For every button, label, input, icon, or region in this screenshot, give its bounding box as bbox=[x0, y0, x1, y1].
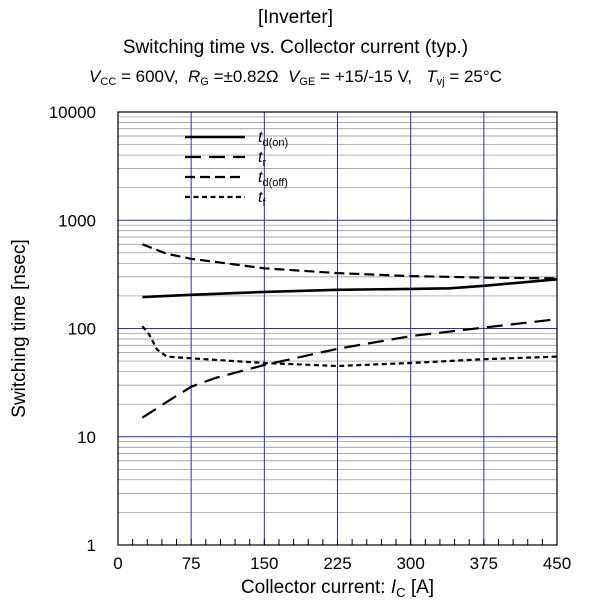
rg-subscript: G bbox=[200, 76, 209, 88]
series-line-r bbox=[141, 318, 558, 419]
vcc-symbol: V bbox=[89, 67, 101, 86]
legend-symbol: t bbox=[258, 149, 263, 166]
x-axis-label: Collector current: IC [A] bbox=[241, 577, 434, 600]
rg-value: =±0.82Ω bbox=[213, 67, 279, 86]
vge-symbol: V bbox=[288, 67, 300, 86]
legend-label: td(off) bbox=[258, 169, 288, 189]
y-tick-label: 1 bbox=[87, 536, 96, 555]
y-axis-ticks: 1 10 100 1000 10000 bbox=[49, 103, 96, 555]
legend-subscript: d(on) bbox=[262, 137, 288, 149]
chart-subtitle: Switching time vs. Collector current (ty… bbox=[122, 37, 469, 58]
y-tick-label: 10000 bbox=[49, 103, 96, 122]
legend-symbol: t bbox=[258, 129, 263, 146]
vge-value: = +15/-15 V, bbox=[320, 67, 413, 86]
x-axis-label-subscript: C bbox=[396, 585, 405, 600]
series-lines bbox=[141, 243, 558, 419]
x-axis-label-text: Collector current: bbox=[241, 577, 391, 598]
rg-symbol: R bbox=[187, 67, 201, 86]
x-tick-label: 0 bbox=[113, 554, 122, 573]
legend-subscript: d(off) bbox=[262, 177, 287, 189]
legend-subscript: f bbox=[262, 197, 266, 209]
vcc-value: = 600V, bbox=[121, 67, 179, 86]
series-line-don bbox=[142, 278, 558, 299]
vge-subscript: GE bbox=[299, 76, 316, 88]
x-tick-label: 375 bbox=[470, 554, 498, 573]
x-tick-label: 300 bbox=[396, 554, 424, 573]
x-axis-ticks: 0 75 150 225 300 375 450 bbox=[113, 539, 571, 573]
tvj-value: = 25°C bbox=[449, 67, 502, 86]
vcc-subscript: CC bbox=[100, 76, 117, 88]
chart-title: [Inverter] bbox=[258, 7, 333, 28]
x-tick-label: 75 bbox=[182, 554, 201, 573]
legend-symbol: t bbox=[258, 169, 263, 186]
legend-label: tr bbox=[258, 149, 266, 169]
y-tick-label: 100 bbox=[68, 320, 96, 339]
test-conditions: VCC = 600V, RG =±0.82Ω VGE = +15/-15 V, … bbox=[0, 67, 591, 92]
x-tick-label: 225 bbox=[323, 554, 351, 573]
series-line-doff bbox=[142, 243, 558, 280]
legend-subscript: r bbox=[262, 157, 266, 169]
legend-label: tf bbox=[258, 189, 266, 209]
x-tick-label: 150 bbox=[250, 554, 278, 573]
tvj-subscript: vj bbox=[436, 76, 445, 88]
x-axis-label-symbol: I bbox=[391, 577, 397, 598]
x-tick-label: 450 bbox=[543, 554, 571, 573]
grid bbox=[117, 111, 558, 546]
y-tick-label: 1000 bbox=[58, 211, 96, 230]
legend-symbol: t bbox=[258, 189, 263, 206]
y-axis-label: Switching time [nsec] bbox=[9, 239, 30, 417]
legend-label: td(on) bbox=[258, 129, 288, 149]
x-axis-label-unit: [A] bbox=[406, 577, 435, 598]
series-line-f bbox=[141, 325, 558, 368]
y-tick-label: 10 bbox=[77, 428, 96, 447]
tvj-symbol: T bbox=[426, 67, 437, 86]
